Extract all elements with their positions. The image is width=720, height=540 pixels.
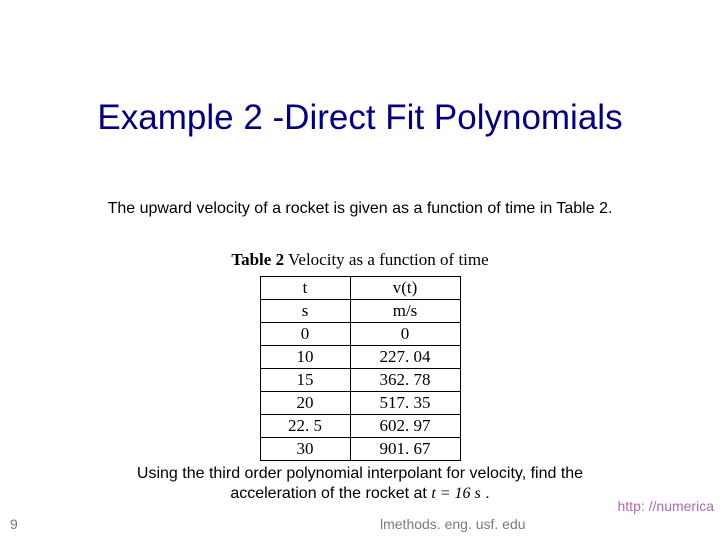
closing-text: Using the third order polynomial interpo…: [0, 464, 720, 504]
slide: Example 2 -Direct Fit Polynomials The up…: [0, 0, 720, 540]
slide-number: 9: [10, 516, 18, 532]
table-row: 22. 5 602. 97: [260, 415, 460, 438]
caption-rest: Velocity as a function of time: [284, 250, 489, 269]
cell-t: 22. 5: [260, 415, 350, 438]
cell-t: 20: [260, 392, 350, 415]
closing-line2a: acceleration of the rocket at: [230, 485, 431, 502]
closing-line2b: .: [481, 485, 490, 502]
velocity-table: t v(t) s m/s 0 0 10 227. 04 15 362. 78 2…: [260, 276, 461, 461]
cell-t: 30: [260, 438, 350, 461]
footer-right-link: http: //numerica: [618, 498, 715, 514]
cell-v: 517. 35: [350, 392, 460, 415]
cell-v: 0: [350, 323, 460, 346]
cell-t: 10: [260, 346, 350, 369]
header-v-unit: m/s: [350, 300, 460, 323]
table-wrapper: t v(t) s m/s 0 0 10 227. 04 15 362. 78 2…: [0, 276, 720, 461]
cell-v: 227. 04: [350, 346, 460, 369]
table-row: 15 362. 78: [260, 369, 460, 392]
table-row: 20 517. 35: [260, 392, 460, 415]
footer-center-link: lmethods. eng. usf. edu: [380, 516, 526, 532]
closing-line1: Using the third order polynomial interpo…: [137, 465, 583, 482]
table-row: s m/s: [260, 300, 460, 323]
header-t-symbol: t: [260, 277, 350, 300]
cell-t: 15: [260, 369, 350, 392]
header-t-unit: s: [260, 300, 350, 323]
table-row: t v(t): [260, 277, 460, 300]
cell-t: 0: [260, 323, 350, 346]
cell-v: 602. 97: [350, 415, 460, 438]
table-row: 0 0: [260, 323, 460, 346]
intro-text: The upward velocity of a rocket is given…: [0, 200, 720, 218]
table-caption: Table 2 Velocity as a function of time: [0, 250, 720, 270]
table-row: 10 227. 04: [260, 346, 460, 369]
cell-v: 362. 78: [350, 369, 460, 392]
header-v-symbol: v(t): [350, 277, 460, 300]
cell-v: 901. 67: [350, 438, 460, 461]
slide-title: Example 2 -Direct Fit Polynomials: [0, 98, 720, 138]
table-row: 30 901. 67: [260, 438, 460, 461]
caption-label: Table 2: [231, 250, 284, 269]
closing-formula: t = 16 s: [431, 485, 480, 502]
